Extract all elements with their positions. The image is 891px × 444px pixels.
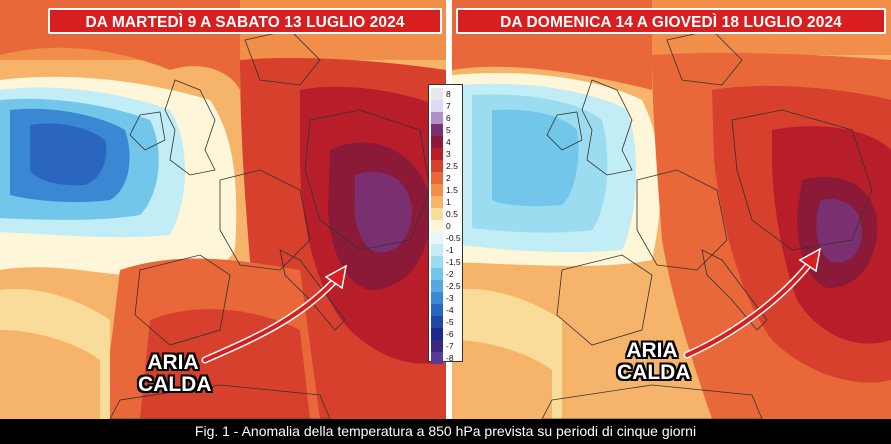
legend-row: 5 xyxy=(429,124,462,136)
legend-swatch xyxy=(431,304,443,316)
legend-swatch xyxy=(431,100,443,112)
legend-label: 6 xyxy=(446,113,451,123)
map-panel-left: DA MARTEDÌ 9 A SABATO 13 LUGLIO 2024 ARI… xyxy=(0,0,446,419)
legend-swatch xyxy=(431,220,443,232)
warm-air-label-line2: CALDA xyxy=(138,373,212,396)
legend-row: 1 xyxy=(429,196,462,208)
legend-swatch xyxy=(431,328,443,340)
legend-swatch xyxy=(431,280,443,292)
legend-swatch xyxy=(431,340,443,352)
legend-swatch xyxy=(431,256,443,268)
legend-label: -1.5 xyxy=(446,257,461,267)
legend-swatch xyxy=(431,352,443,364)
legend-label: -5 xyxy=(446,317,454,327)
legend-row: -8 xyxy=(429,352,462,364)
map-panel-right: DA DOMENICA 14 A GIOVEDÌ 18 LUGLIO 2024 … xyxy=(452,0,891,419)
legend-row: -4 xyxy=(429,304,462,316)
legend-row: 8 xyxy=(429,88,462,100)
period-banner-right: DA DOMENICA 14 A GIOVEDÌ 18 LUGLIO 2024 xyxy=(456,8,886,34)
warm-air-label-line2: CALDA xyxy=(617,361,691,384)
color-scale-legend: 8 7 6 5 4 3 2.5 2 1.5 1 0.5 0 -0.5 -1 -1.5 -2 -2.5 -3 -4 -5… xyxy=(428,84,463,364)
legend-swatch xyxy=(431,172,443,184)
warm-air-label-right: ARIA CALDA xyxy=(617,339,691,384)
legend-row: -7 xyxy=(429,340,462,352)
legend-swatch xyxy=(431,148,443,160)
legend-row: 2.5 xyxy=(429,160,462,172)
legend-swatch xyxy=(431,160,443,172)
legend-label: 1.5 xyxy=(446,185,458,195)
legend-label: -0.5 xyxy=(446,233,461,243)
legend-swatch xyxy=(431,112,443,124)
legend-row: 3 xyxy=(429,148,462,160)
legend-row: -2.5 xyxy=(429,280,462,292)
legend-label: -6 xyxy=(446,329,454,339)
legend-row: -6 xyxy=(429,328,462,340)
legend-row: -5 xyxy=(429,316,462,328)
legend-swatch xyxy=(431,232,443,244)
legend-label: 1 xyxy=(446,197,451,207)
legend-label: 5 xyxy=(446,125,451,135)
legend-row: 0 xyxy=(429,220,462,232)
legend-swatch xyxy=(431,88,443,100)
legend-label: -4 xyxy=(446,305,454,315)
legend-row: 4 xyxy=(429,136,462,148)
temperature-anomaly-map-left xyxy=(0,0,446,419)
legend-label: -2 xyxy=(446,269,454,279)
legend-row: -1 xyxy=(429,244,462,256)
legend-row: -1.5 xyxy=(429,256,462,268)
legend-label: -2.5 xyxy=(446,281,461,291)
legend-row: -2 xyxy=(429,268,462,280)
legend-label: -8 xyxy=(446,353,454,363)
legend-row: -0.5 xyxy=(429,232,462,244)
legend-label: -1 xyxy=(446,245,454,255)
legend-swatch xyxy=(431,124,443,136)
legend-label: -3 xyxy=(446,293,454,303)
legend-label: 0.5 xyxy=(446,209,458,219)
legend-row: 7 xyxy=(429,100,462,112)
legend-swatch xyxy=(431,208,443,220)
legend-swatch xyxy=(431,244,443,256)
legend-swatch xyxy=(431,184,443,196)
legend-label: 0 xyxy=(446,221,451,231)
figure-caption: Fig. 1 - Anomalia della temperatura a 85… xyxy=(194,423,697,439)
legend-swatch xyxy=(431,292,443,304)
legend-swatch xyxy=(431,196,443,208)
legend-label: 8 xyxy=(446,89,451,99)
legend-row: 2 xyxy=(429,172,462,184)
legend-swatch xyxy=(431,268,443,280)
legend-row: -3 xyxy=(429,292,462,304)
legend-swatch xyxy=(431,136,443,148)
legend-label: 2 xyxy=(446,173,451,183)
arrowhead-left xyxy=(324,264,348,290)
warm-air-label-left: ARIA CALDA xyxy=(138,351,212,396)
legend-label: 2.5 xyxy=(446,161,458,171)
legend-label: 4 xyxy=(446,137,451,147)
warm-air-arrow-left xyxy=(203,273,342,362)
arrowhead-right xyxy=(798,247,822,273)
legend-row: 6 xyxy=(429,112,462,124)
warm-air-label-line1: ARIA xyxy=(147,351,199,374)
legend-label: -7 xyxy=(446,341,454,351)
period-banner-left: DA MARTEDÌ 9 A SABATO 13 LUGLIO 2024 xyxy=(48,8,442,34)
legend-label: 3 xyxy=(446,149,451,159)
warm-air-arrow-right xyxy=(685,256,816,357)
legend-label: 7 xyxy=(446,101,451,111)
legend-row: 1.5 xyxy=(429,184,462,196)
legend-row: 0.5 xyxy=(429,208,462,220)
warm-air-label-line1: ARIA xyxy=(626,339,678,362)
legend-swatch xyxy=(431,316,443,328)
